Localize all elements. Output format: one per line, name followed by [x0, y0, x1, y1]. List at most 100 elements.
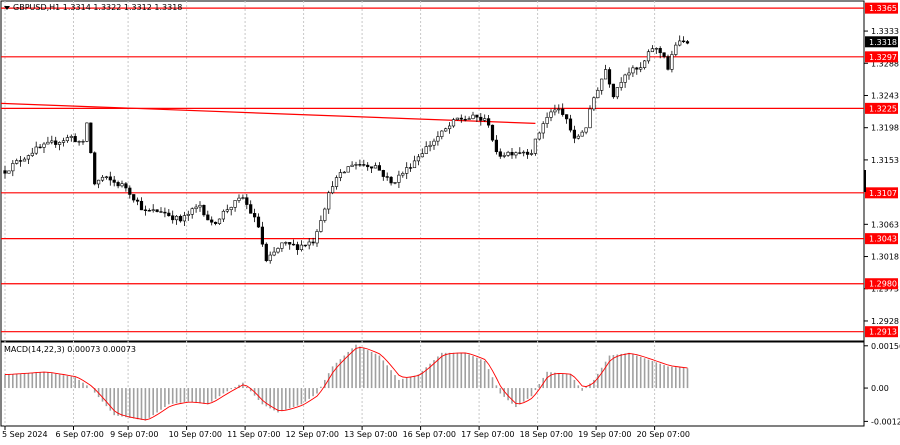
candle-body — [553, 109, 557, 113]
candle-body — [685, 41, 690, 44]
candle-body — [463, 118, 467, 121]
candle-body — [280, 242, 284, 249]
candle-body — [522, 151, 526, 154]
time-label: 11 Sep 07:00 — [227, 430, 280, 439]
candle-body — [132, 194, 136, 201]
scroll-handle[interactable] — [864, 170, 866, 192]
candle-body — [307, 241, 311, 246]
candle-body — [483, 118, 487, 121]
candle-body — [455, 117, 460, 120]
candle-body — [3, 170, 7, 174]
candle-body — [38, 146, 42, 149]
candle-body — [596, 90, 600, 99]
macd-label: MACD(14,22,3) 0.00073 0.00073 — [4, 345, 136, 354]
time-label: 20 Sep 07:00 — [637, 430, 690, 439]
candle-body — [678, 40, 682, 46]
candle-body — [486, 118, 491, 126]
candle-body — [143, 209, 148, 211]
candle-body — [30, 152, 34, 156]
level-label-bg — [865, 233, 898, 245]
candle-body — [428, 144, 432, 147]
candle-body — [65, 137, 69, 142]
candle-body — [545, 117, 549, 124]
candle-body — [471, 114, 475, 120]
price-tick-label: 1.3063 — [871, 220, 899, 229]
candle-body — [385, 176, 389, 178]
candle-body — [104, 176, 108, 178]
candle-body — [670, 54, 674, 70]
candle-body — [61, 140, 66, 143]
candle-body — [502, 155, 506, 157]
candle-body — [432, 140, 436, 146]
candle-body — [459, 117, 463, 120]
candle-body — [330, 186, 335, 194]
candle-body — [479, 116, 483, 121]
candle-body — [440, 130, 444, 137]
candle-body — [214, 221, 218, 224]
candle-body — [588, 108, 592, 129]
time-label: 5 Sep 2024 — [2, 430, 48, 439]
candle-body — [639, 67, 643, 70]
candle-body — [315, 231, 319, 244]
time-label: 6 Sep 07:00 — [56, 430, 104, 439]
candle-body — [541, 123, 545, 134]
candle-body — [57, 142, 62, 145]
candle-body — [229, 207, 233, 210]
price-panel[interactable] — [0, 0, 865, 342]
candle-body — [182, 215, 187, 222]
level-label: 1.2980 — [869, 280, 897, 289]
candle-body — [178, 215, 183, 222]
candle-body — [147, 210, 151, 212]
macd-histogram — [4, 344, 689, 421]
price-tick-label: 1.3288 — [871, 59, 899, 68]
candle-body — [619, 82, 623, 88]
candle-body — [514, 152, 518, 156]
level-labels: 1.33651.32971.32251.31071.30431.29801.29… — [865, 2, 898, 338]
time-label: 12 Sep 07:00 — [286, 430, 339, 439]
candle-body — [635, 67, 639, 70]
candle-body — [393, 182, 397, 184]
macd-signal-group — [4, 346, 688, 421]
price-tick-label: 1.3153 — [871, 156, 899, 165]
level-label: 1.3043 — [869, 235, 897, 244]
candle-body — [362, 164, 366, 166]
macd-tick-label: -0.00123 — [871, 417, 900, 426]
candle-body — [89, 122, 93, 154]
candle-body — [151, 209, 155, 211]
candle-body — [611, 83, 615, 98]
level-label: 1.3107 — [869, 189, 897, 198]
candle-body — [518, 152, 522, 154]
candle-body — [389, 176, 393, 184]
candle-body — [615, 87, 619, 98]
candle-body — [674, 44, 678, 55]
trendline — [0, 102, 536, 124]
candle-body — [627, 72, 631, 76]
candle-body — [607, 69, 612, 85]
candle-body — [260, 226, 265, 245]
price-axis: 1.3333 1.3288 1.3243 1.3198 1.3153 1.3063 1.30… — [864, 27, 899, 326]
candle-body — [681, 40, 686, 43]
level-label-bg — [865, 326, 898, 338]
candle-body — [416, 156, 421, 162]
time-label: 19 Sep 07:00 — [578, 430, 631, 439]
macd-axis: 0.00156 0.00 -0.00123 — [864, 342, 900, 426]
candle-body — [46, 141, 50, 145]
candle-body — [284, 242, 288, 244]
candle-body — [401, 173, 405, 176]
candle-body — [256, 216, 261, 228]
candle-body — [600, 78, 604, 91]
candle-body — [650, 48, 654, 53]
candle-body — [323, 208, 327, 221]
candle-body — [11, 163, 15, 172]
horizontal-levels — [1, 7, 864, 333]
symbol-dropdown-icon[interactable] — [4, 6, 10, 10]
level-label-bg — [865, 278, 898, 290]
candle-body — [159, 211, 163, 213]
time-label: 16 Sep 07:00 — [403, 430, 456, 439]
candle-body — [268, 254, 272, 262]
candle-body — [217, 218, 222, 224]
candle-body — [190, 208, 194, 215]
candle-body — [291, 243, 296, 246]
candle-body — [424, 146, 428, 154]
